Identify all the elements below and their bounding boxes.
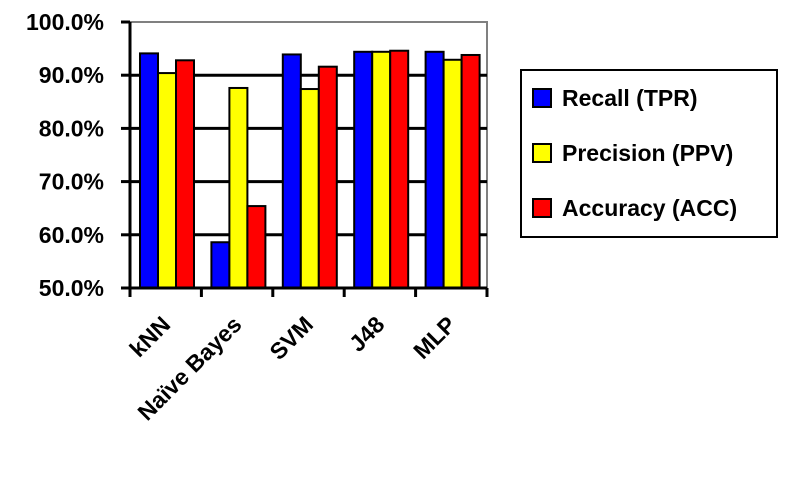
bar (246, 205, 267, 290)
x-tick-label: kNN (124, 311, 175, 362)
y-tick-label: 90.0% (39, 62, 104, 88)
legend-swatch (532, 143, 552, 163)
y-tick-label: 100.0% (26, 9, 104, 35)
bar (460, 53, 481, 290)
bar (442, 58, 463, 289)
x-tick-label: SVM (264, 311, 318, 365)
y-tick-label: 60.0% (39, 222, 104, 248)
bar (389, 49, 410, 290)
bar (210, 241, 231, 289)
x-tick-label: J48 (344, 311, 390, 357)
bar (228, 86, 249, 289)
bar (281, 53, 302, 290)
y-tick-label: 50.0% (39, 275, 104, 301)
bar (353, 50, 374, 289)
legend-box (520, 69, 778, 238)
bar (299, 88, 320, 289)
bars (139, 49, 481, 290)
legend-swatch (532, 198, 552, 218)
bar (371, 50, 392, 289)
x-tick-label: MLP (408, 311, 461, 364)
bar (424, 50, 445, 289)
y-tick-label: 80.0% (39, 115, 104, 141)
bar (157, 72, 177, 289)
y-tick-label: 70.0% (39, 169, 104, 195)
bar (139, 52, 159, 289)
y-tick-labels: 50.0% 60.0% 70.0% 80.0% 90.0% 100.0% (26, 9, 104, 301)
legend-label: Accuracy (ACC) (562, 195, 737, 221)
legend-label: Precision (PPV) (562, 140, 733, 166)
bar (317, 65, 338, 289)
legend: Recall (TPR) Precision (PPV) Accuracy (ACC… (520, 69, 778, 238)
axes (121, 20, 489, 297)
legend-label: Recall (TPR) (562, 85, 697, 111)
bar (175, 59, 195, 289)
legend-swatch (532, 88, 552, 108)
